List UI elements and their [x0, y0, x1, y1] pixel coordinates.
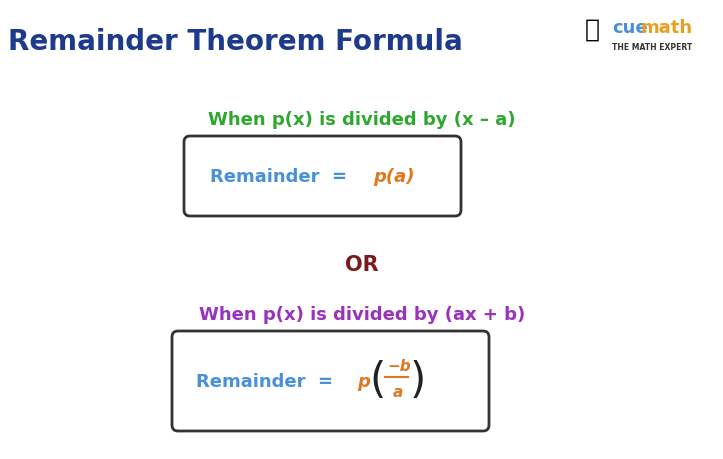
Text: p: p [357, 372, 370, 390]
Text: (: ( [369, 359, 385, 401]
Text: −b: −b [387, 359, 411, 374]
Text: When p(x) is divided by (x – a): When p(x) is divided by (x – a) [208, 111, 515, 129]
Text: cue: cue [612, 19, 648, 37]
Text: math: math [641, 19, 693, 37]
Text: When p(x) is divided by (ax + b): When p(x) is divided by (ax + b) [199, 305, 525, 323]
Text: OR: OR [345, 254, 379, 274]
Text: Remainder  =: Remainder = [210, 168, 354, 185]
FancyBboxPatch shape [172, 331, 489, 431]
Text: 🚀: 🚀 [585, 18, 600, 42]
Text: Remainder  =: Remainder = [196, 372, 339, 390]
Text: Remainder Theorem Formula: Remainder Theorem Formula [8, 28, 463, 56]
Text: ): ) [410, 359, 427, 401]
Text: a: a [393, 385, 403, 400]
Text: p(a): p(a) [373, 168, 414, 185]
FancyBboxPatch shape [184, 137, 461, 217]
Text: THE MATH EXPERT: THE MATH EXPERT [612, 44, 692, 52]
